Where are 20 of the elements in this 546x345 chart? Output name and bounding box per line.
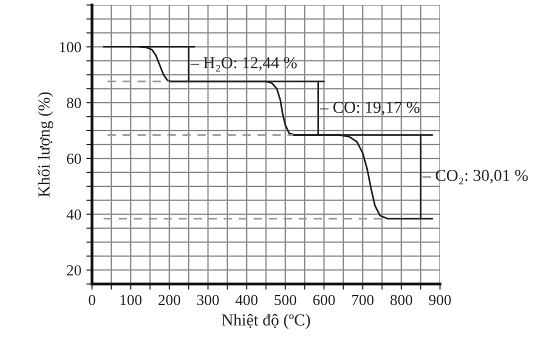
y-tick-label: 20	[66, 265, 81, 276]
x-tick-label: 900	[429, 294, 451, 306]
x-tick-label: 300	[197, 294, 219, 306]
x-axis-title: Nhiệt độ (ºC)	[222, 314, 310, 329]
annotation: – CO₂: 30,01 %	[422, 170, 528, 184]
x-tick-label: 0	[88, 294, 96, 306]
y-tick-label: 60	[66, 154, 81, 164]
x-tick-label: 700	[352, 294, 374, 306]
annotation: – CO: 19,17 %	[320, 102, 420, 116]
x-tick-label: 200	[158, 294, 180, 306]
x-tick-label: 600	[313, 294, 335, 306]
x-tick-label: 500	[274, 294, 296, 306]
y-tick-label: 100	[60, 42, 81, 52]
annotation: – H₂O: 12,44 %	[190, 57, 297, 72]
y-tick-label: 40	[66, 209, 81, 220]
x-tick-label: 100	[120, 294, 142, 306]
y-axis-title: Khối lượng (%)	[37, 92, 54, 197]
x-tick-label: 400	[236, 294, 258, 306]
x-tick-label: 800	[390, 294, 412, 306]
y-tick-label: 80	[66, 98, 81, 108]
